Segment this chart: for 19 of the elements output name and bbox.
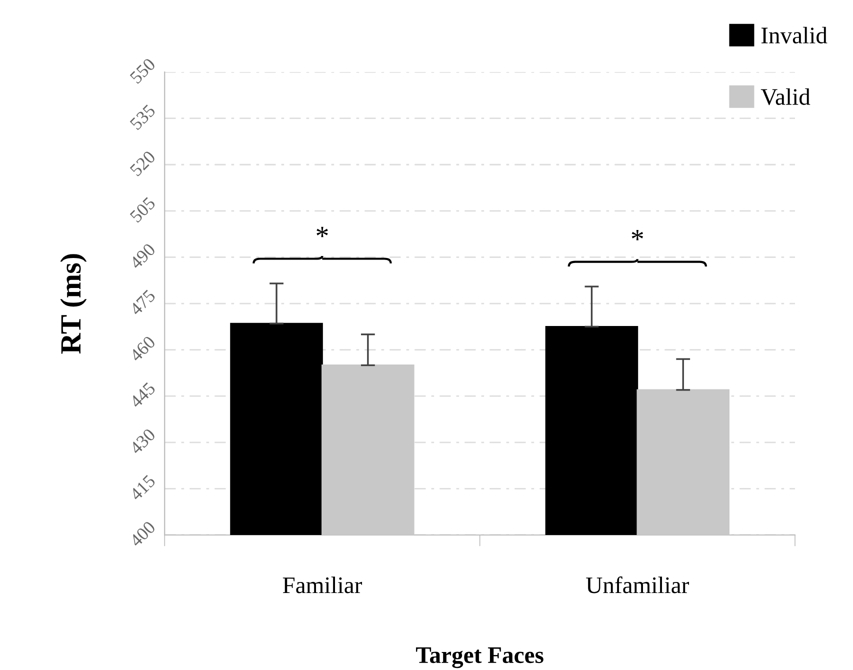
legend-label: Invalid <box>761 26 828 44</box>
y-tick-label: 505 <box>129 196 156 223</box>
y-tick-label: 400 <box>128 520 156 548</box>
legend-label: Valid <box>760 88 810 106</box>
y-tick-label: 550 <box>129 58 156 84</box>
y-tick-label: 475 <box>129 289 156 316</box>
y-tick-label: 490 <box>128 242 156 270</box>
y-tick-label: 460 <box>128 335 156 362</box>
y-tick-label: 445 <box>129 382 156 409</box>
x-axis-title: Target Faces <box>416 647 544 668</box>
annotation: * <box>316 226 328 238</box>
y-tick-label: 415 <box>129 474 156 502</box>
y-axis-title: RT (ms) <box>60 254 87 354</box>
y-tick-label: 430 <box>128 428 156 455</box>
y-tick-label: 520 <box>129 150 156 177</box>
annotation: * <box>632 230 644 240</box>
x-tick-label: Unfamiliar <box>586 576 689 594</box>
y-tick-label: 535 <box>129 104 156 130</box>
x-tick-label: Familiar <box>282 576 362 594</box>
